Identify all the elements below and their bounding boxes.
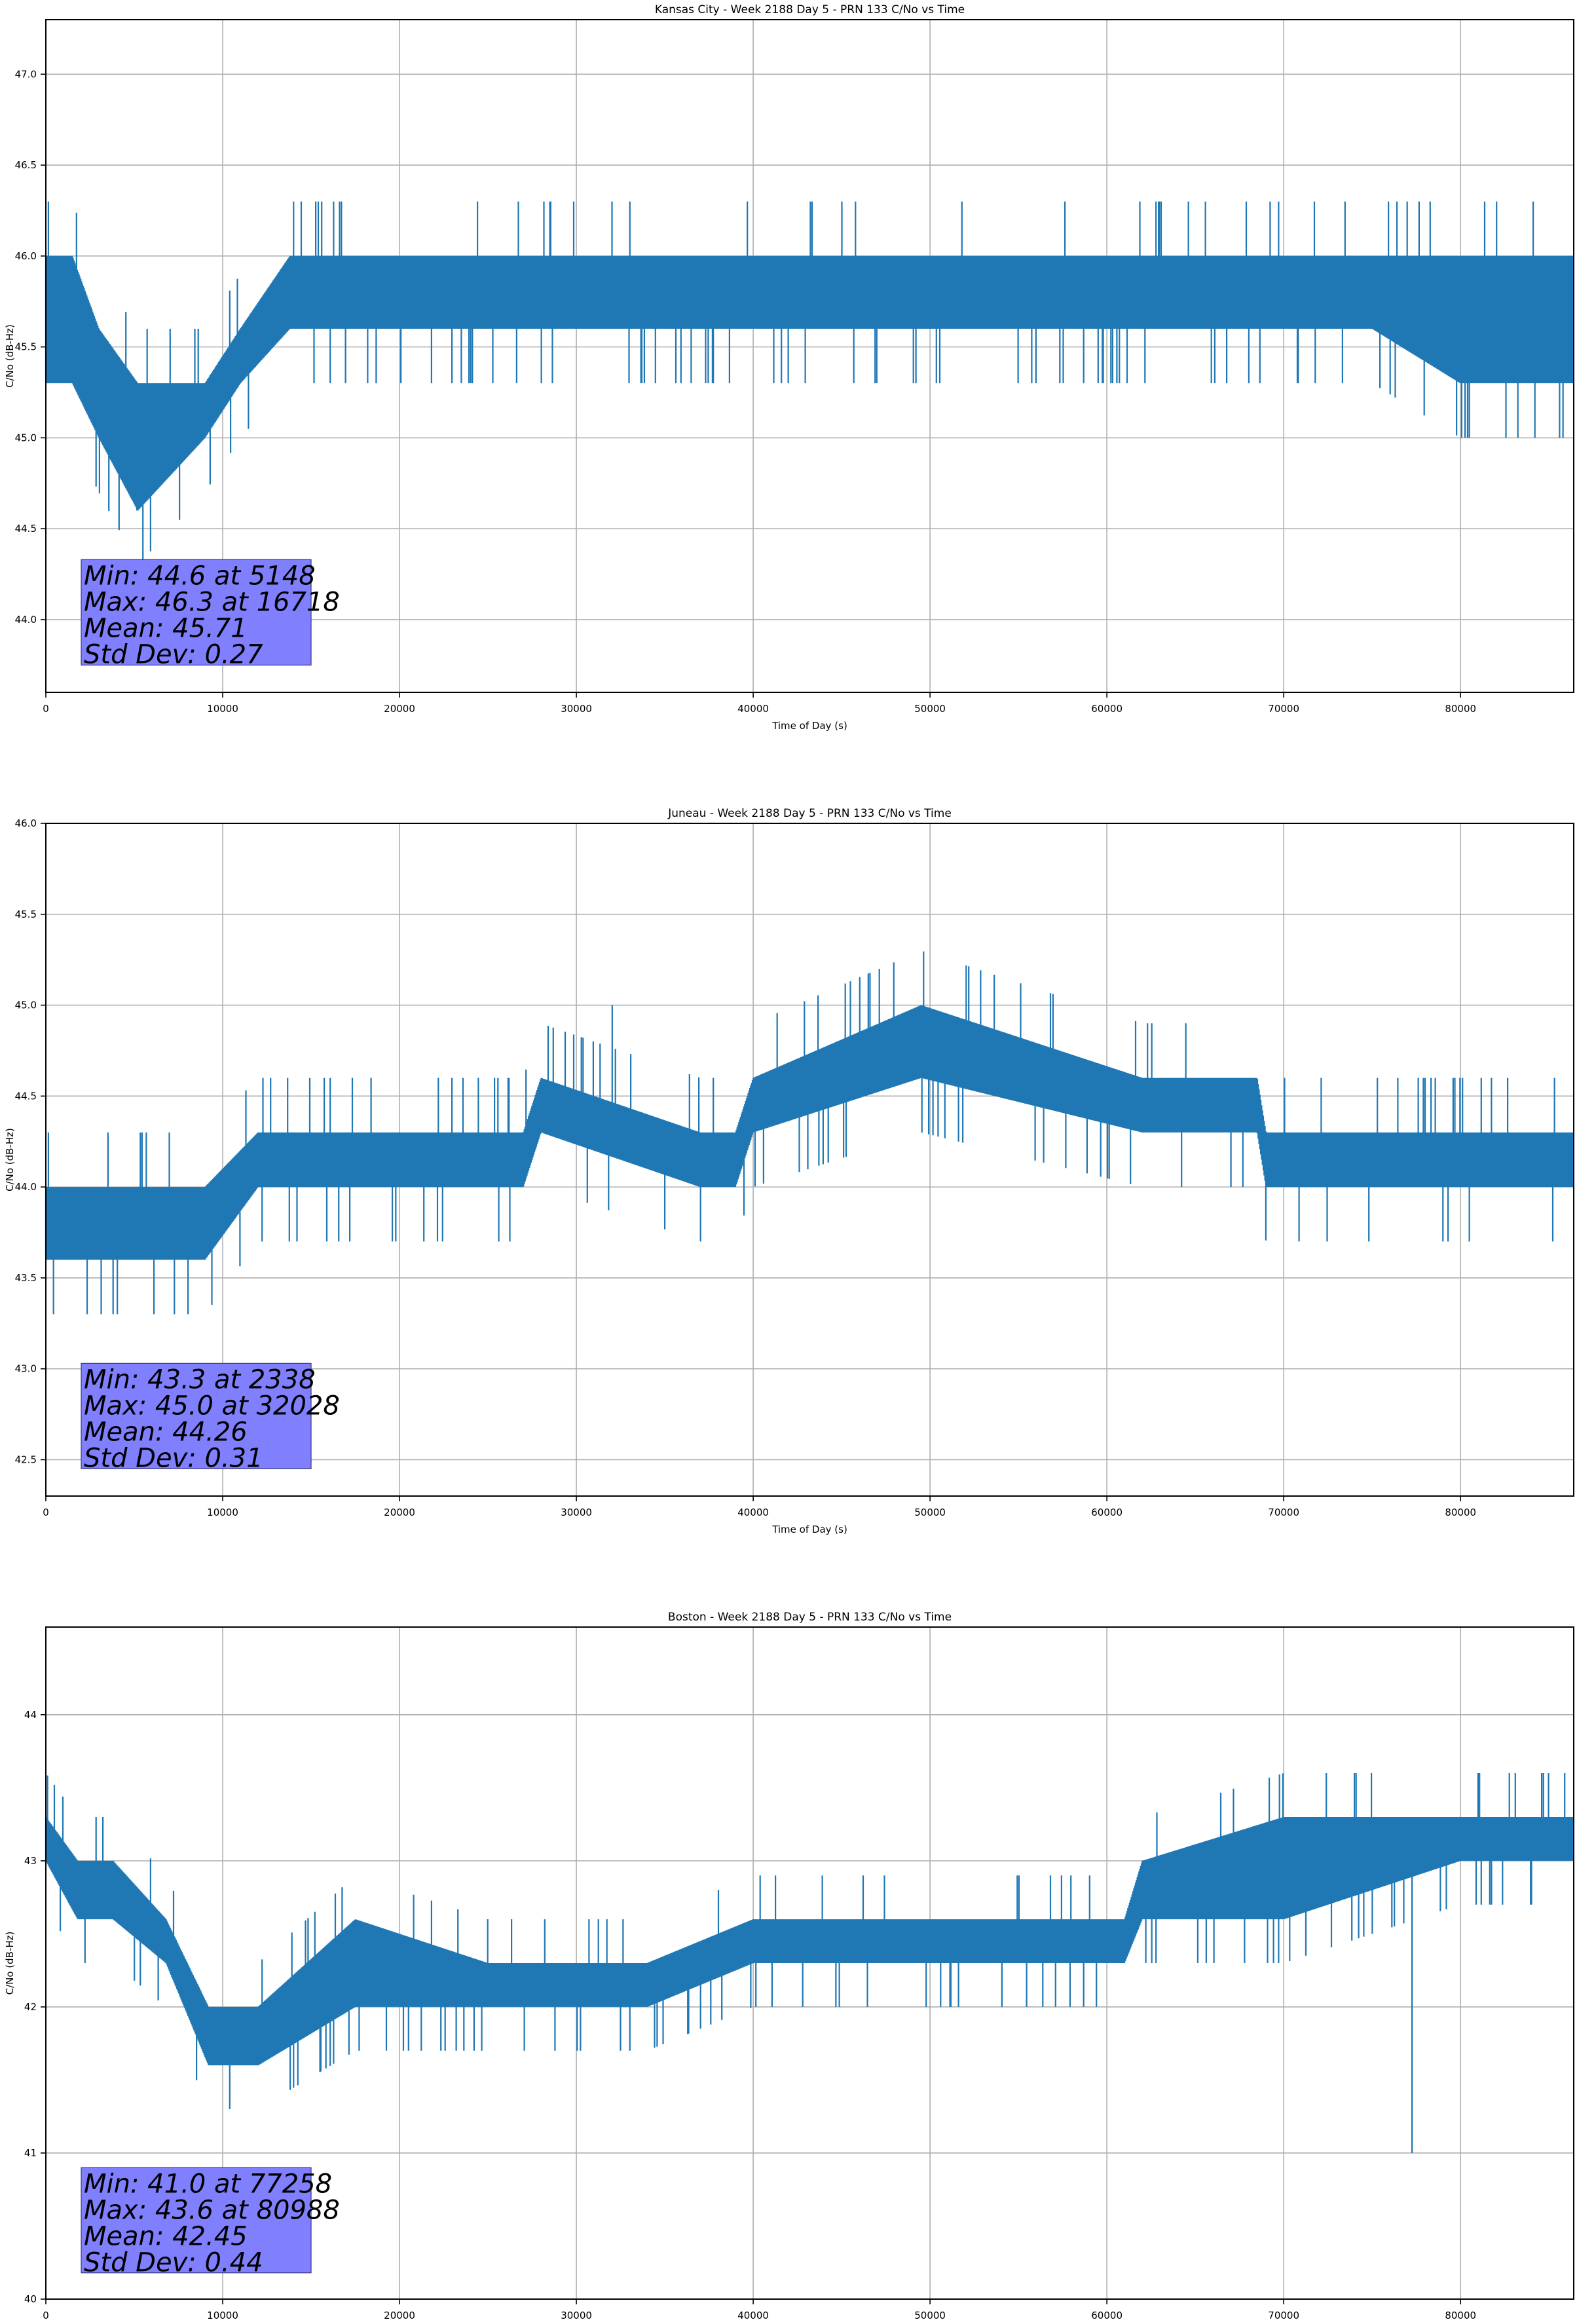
chart-title: Boston - Week 2188 Day 5 - PRN 133 C/No … <box>668 1611 952 1624</box>
x-tick-label: 60000 <box>1091 703 1122 715</box>
x-tick-label: 40000 <box>737 703 769 715</box>
cno-series-line <box>45 201 1574 560</box>
stats-line: Std Dev: 0.31 <box>84 1443 263 1473</box>
stats-line: Max: 45.0 at 32028 <box>84 1391 340 1421</box>
x-tick-label: 40000 <box>737 2310 769 2321</box>
x-tick-label: 0 <box>43 703 49 715</box>
cno-series-line <box>45 951 1574 1315</box>
x-tick-label: 60000 <box>1091 2310 1122 2321</box>
stats-box <box>81 2167 312 2274</box>
x-tick-label: 20000 <box>384 1507 415 1518</box>
x-tick-label: 60000 <box>1091 1507 1122 1518</box>
chart-2: 0 10000 20000 30000 40000 50000 60000 70000 8000… <box>4 807 1574 1535</box>
chart-title: Kansas City - Week 2188 Day 5 - PRN 133 … <box>655 3 965 16</box>
y-tick-label: 44.5 <box>15 1090 37 1102</box>
y-tick-label: 45.5 <box>15 909 37 920</box>
axes-frame <box>45 823 1574 1497</box>
x-tick-label: 50000 <box>914 1507 946 1518</box>
y-tick-label: 46.0 <box>15 250 37 262</box>
y-axis-label: C/No (dB-Hz) <box>4 1932 16 1995</box>
x-tick-label: 70000 <box>1268 2310 1299 2321</box>
x-tick-label: 10000 <box>207 703 238 715</box>
x-tick-label: 80000 <box>1445 1507 1476 1518</box>
x-tick-label: 20000 <box>384 2310 415 2321</box>
y-tick-label: 43 <box>24 1855 37 1867</box>
stats-line: Max: 43.6 at 80988 <box>84 2195 340 2225</box>
x-tick-label: 0 <box>43 1507 49 1518</box>
stats-line: Std Dev: 0.44 <box>84 2247 263 2277</box>
stats-line: Mean: 44.26 <box>84 1417 248 1447</box>
y-tick-label: 46.5 <box>15 159 37 171</box>
stats-line: Min: 44.6 at 5148 <box>84 561 316 591</box>
y-tick-label: 44.0 <box>15 1181 37 1193</box>
x-tick-label: 80000 <box>1445 703 1476 715</box>
stats-line: Max: 46.3 at 16718 <box>84 587 340 617</box>
y-tick-label: 46.0 <box>15 817 37 829</box>
x-tick-label: 80000 <box>1445 2310 1476 2321</box>
stats-box <box>81 559 312 665</box>
stats-line: Min: 43.3 at 2338 <box>84 1364 316 1395</box>
y-tick-label: 42 <box>24 2001 37 2013</box>
stats-line: Min: 41.0 at 77258 <box>84 2169 332 2199</box>
x-axis-label: Time of Day (s) <box>771 1524 847 1535</box>
x-tick-label: 70000 <box>1268 703 1299 715</box>
x-tick-label: 10000 <box>207 1507 238 1518</box>
y-tick-label: 45.0 <box>15 432 37 443</box>
stats-box <box>81 1362 312 1469</box>
chart-1: 0 10000 20000 30000 40000 50000 60000 70000 8000… <box>4 3 1574 732</box>
y-tick-label: 43.0 <box>15 1363 37 1375</box>
y-axis-label: C/No (dB-Hz) <box>4 1128 16 1191</box>
x-tick-label: 30000 <box>561 1507 592 1518</box>
x-tick-label: 40000 <box>737 1507 769 1518</box>
x-tick-label: 50000 <box>914 2310 946 2321</box>
y-tick-label: 47.0 <box>15 68 37 80</box>
x-tick-label: 70000 <box>1268 1507 1299 1518</box>
y-tick-label: 44.0 <box>15 614 37 626</box>
chart-title: Juneau - Week 2188 Day 5 - PRN 133 C/No … <box>667 807 952 820</box>
x-tick-label: 50000 <box>914 703 946 715</box>
y-tick-label: 43.5 <box>15 1272 37 1284</box>
axes-frame <box>45 1626 1574 2300</box>
y-tick-label: 44.5 <box>15 523 37 534</box>
x-tick-label: 0 <box>43 2310 49 2321</box>
y-tick-label: 42.5 <box>15 1453 37 1465</box>
y-tick-label: 45.5 <box>15 341 37 353</box>
y-tick-label: 45.0 <box>15 1000 37 1011</box>
y-axis-label: C/No (dB-Hz) <box>4 324 16 388</box>
cno-series-line <box>45 1773 1574 2153</box>
stats-line: Mean: 42.45 <box>84 2221 248 2251</box>
x-tick-label: 10000 <box>207 2310 238 2321</box>
y-tick-label: 44 <box>24 1709 37 1721</box>
x-axis-label: Time of Day (s) <box>771 720 847 732</box>
stats-line: Std Dev: 0.27 <box>84 639 263 669</box>
chart-3: 0 10000 20000 30000 40000 50000 60000 70000 8000… <box>4 1611 1574 2321</box>
stats-line: Mean: 45.71 <box>84 613 248 643</box>
y-tick-label: 40 <box>24 2293 37 2305</box>
y-tick-label: 41 <box>24 2147 37 2159</box>
axes-frame <box>45 19 1574 693</box>
x-tick-label: 20000 <box>384 703 415 715</box>
x-tick-label: 30000 <box>561 703 592 715</box>
x-tick-label: 30000 <box>561 2310 592 2321</box>
